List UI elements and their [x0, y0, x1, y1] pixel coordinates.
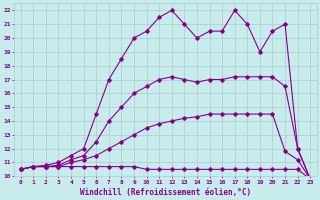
X-axis label: Windchill (Refroidissement éolien,°C): Windchill (Refroidissement éolien,°C): [80, 188, 251, 197]
